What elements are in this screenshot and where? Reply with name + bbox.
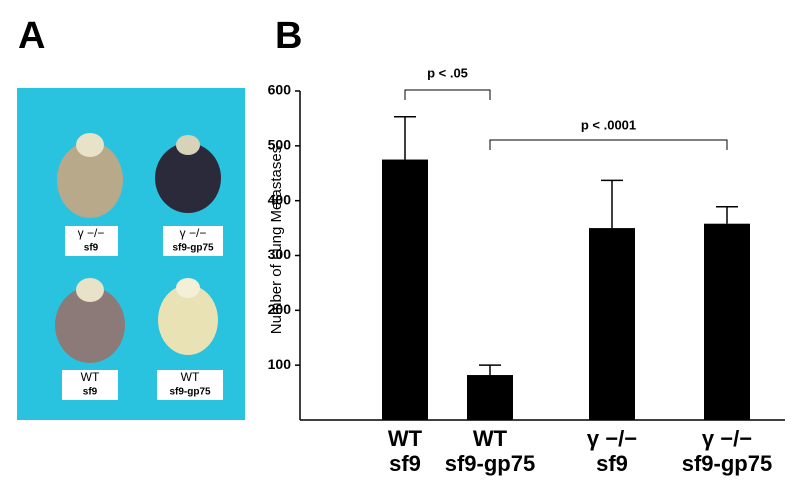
trachea [76, 278, 104, 302]
photo-label: sf9-gp75 [169, 387, 211, 398]
y-tick-label: 200 [268, 301, 292, 317]
y-tick-label: 500 [268, 137, 292, 153]
y-tick-label: 300 [268, 246, 292, 262]
x-tick-label: sf9-gp75 [682, 451, 772, 476]
significance-bracket [489, 139, 728, 150]
x-tick-label: γ −/− [702, 426, 752, 451]
x-tick-label: WT [473, 426, 508, 451]
photo-label: WT [81, 370, 100, 384]
bar [382, 159, 428, 420]
x-tick-label: sf9 [389, 451, 421, 476]
x-tick-label: sf9-gp75 [445, 451, 535, 476]
trachea [76, 133, 104, 157]
significance-bracket [404, 89, 491, 100]
photo-label-box [62, 370, 118, 400]
y-tick-label: 400 [268, 191, 292, 207]
photo-label-box [65, 226, 118, 256]
lung [155, 143, 221, 213]
annotation: p < .0001 [581, 117, 636, 132]
lung [55, 287, 125, 363]
photo-label: sf9 [84, 243, 99, 254]
bar [704, 223, 750, 420]
trachea [176, 135, 200, 155]
bar [467, 375, 513, 420]
photo-label-box [163, 226, 223, 256]
y-axis-label: Number of Lung Metastases [268, 146, 285, 334]
x-tick-label: sf9 [596, 451, 628, 476]
lung-photos [55, 133, 221, 363]
y-tick-label: 600 [268, 82, 292, 98]
panel-label: A [18, 15, 45, 57]
lung [158, 285, 218, 355]
y-tick-label: 100 [268, 356, 292, 372]
photo-label: γ −/− [78, 226, 105, 240]
bar [589, 228, 635, 420]
photo-label: WT [181, 370, 200, 384]
photo-label: γ −/− [180, 226, 207, 240]
annotation: p < .05 [427, 65, 468, 80]
x-tick-label: γ −/− [587, 426, 637, 451]
x-tick-label: WT [388, 426, 423, 451]
trachea [176, 278, 200, 298]
panel-label: B [275, 15, 302, 57]
photo-label: sf9 [83, 387, 98, 398]
lung [57, 142, 123, 218]
photo-label-box [157, 370, 223, 400]
photo-label: sf9-gp75 [172, 243, 214, 254]
